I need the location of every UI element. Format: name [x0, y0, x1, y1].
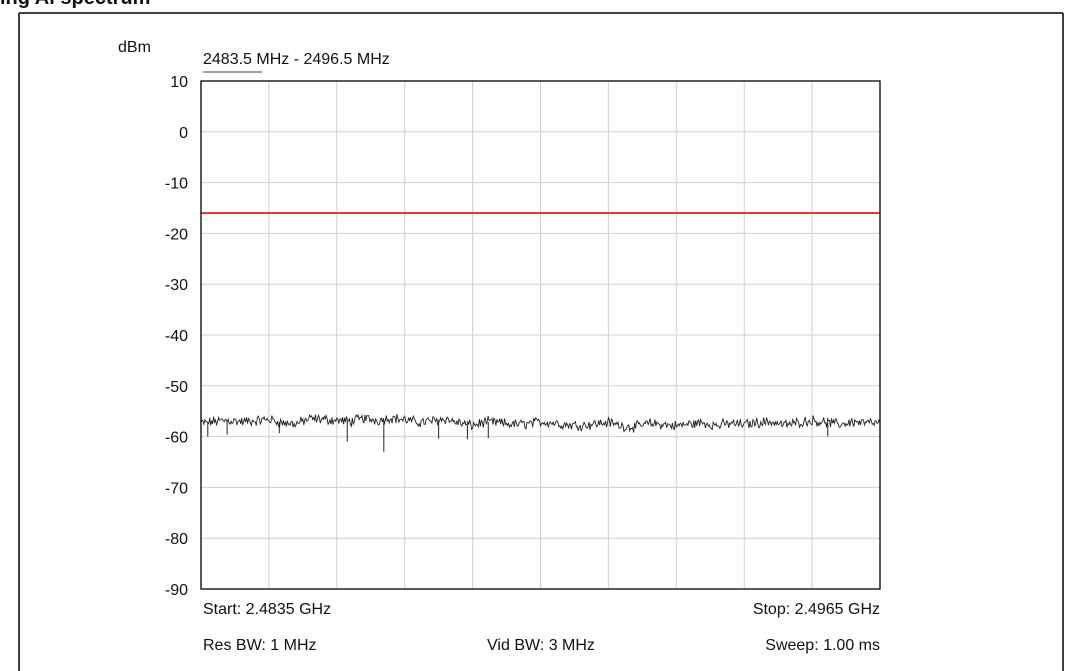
- y-tick-label: -10: [165, 176, 188, 193]
- y-tick-label: 0: [179, 125, 188, 142]
- y-tick-label: -80: [165, 531, 188, 548]
- y-tick-label: -30: [165, 277, 188, 294]
- y-tick-label: -70: [165, 480, 188, 497]
- spectrum-trace: [200, 413, 881, 433]
- chart-title: 2483.5 MHz - 2496.5 MHz: [203, 51, 390, 68]
- vid-bw-label: Vid BW: 3 MHz: [487, 637, 595, 654]
- start-frequency-label: Start: 2.4835 GHz: [203, 601, 331, 618]
- plot-area-border: [200, 80, 881, 590]
- y-tick-label: 10: [170, 74, 188, 91]
- res-bw-label: Res BW: 1 MHz: [203, 637, 317, 654]
- y-axis-unit-label: dBm: [118, 39, 151, 56]
- sweep-label: Sweep: 1.00 ms: [765, 637, 880, 654]
- y-tick-label: -20: [165, 226, 188, 243]
- figure-title: ing Al spectrum: [0, 0, 150, 10]
- stop-frequency-label: Stop: 2.4965 GHz: [753, 601, 880, 618]
- y-tick-labels: 10 0 -10 -20 -30 -40 -50 -60 -70 -80 -90: [165, 74, 188, 599]
- y-tick-label: -90: [165, 582, 188, 599]
- trace-group: [200, 413, 881, 452]
- grid: [201, 81, 880, 589]
- y-tick-label: -40: [165, 328, 188, 345]
- y-tick-label: -60: [165, 430, 188, 447]
- y-tick-label: -50: [165, 379, 188, 396]
